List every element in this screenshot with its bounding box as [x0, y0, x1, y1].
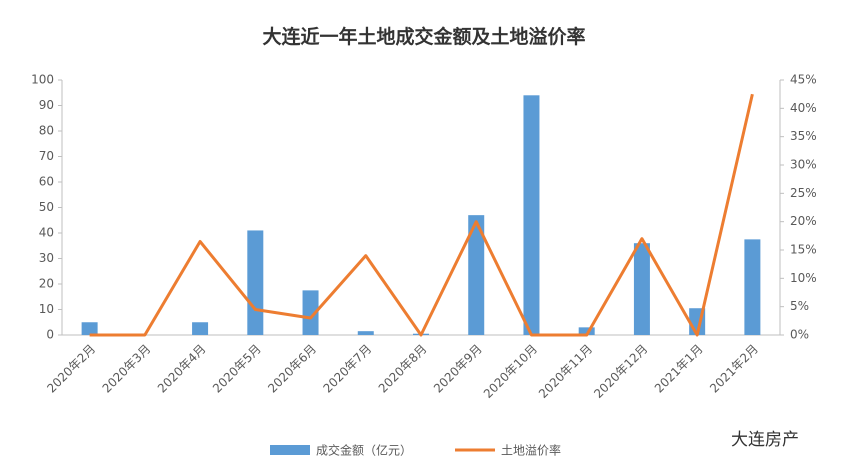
y-tick-label: 0 — [46, 328, 54, 342]
x-tick-label: 2020年8月 — [376, 342, 430, 396]
y2-tick-label: 10% — [790, 271, 817, 285]
bar — [192, 322, 209, 335]
bar — [468, 215, 485, 335]
y-tick-label: 20 — [39, 277, 54, 291]
y2-tick-label: 35% — [790, 129, 817, 143]
chart-title: 大连近一年土地成交金额及土地溢价率 — [262, 25, 585, 48]
x-tick-label: 2020年11月 — [536, 342, 595, 401]
y2-tick-label: 0% — [790, 328, 809, 342]
y-tick-label: 10 — [39, 302, 54, 316]
x-tick-label: 2020年6月 — [265, 342, 319, 396]
y2-tick-label: 20% — [790, 214, 817, 228]
x-tick-label: 2020年10月 — [481, 342, 540, 401]
bar — [302, 290, 319, 335]
x-tick-label: 2020年9月 — [431, 342, 485, 396]
x-tick-label: 2020年2月 — [44, 342, 98, 396]
y-tick-label: 70 — [39, 149, 54, 163]
y-tick-label: 60 — [39, 175, 54, 189]
x-tick-label: 2021年1月 — [652, 342, 706, 396]
y2-tick-label: 25% — [790, 186, 817, 200]
x-tick-label: 2020年7月 — [320, 342, 374, 396]
y-tick-label: 30 — [39, 251, 54, 265]
x-tick-label: 2020年4月 — [155, 342, 209, 396]
bar — [81, 322, 98, 335]
y-tick-label: 80 — [39, 124, 54, 138]
y2-tick-label: 30% — [790, 158, 817, 172]
legend-label: 成交金额（亿元） — [316, 443, 412, 458]
bar — [523, 95, 540, 335]
line-series — [89, 93, 754, 337]
x-tick-label: 2020年5月 — [210, 342, 264, 396]
y2-tick-label: 5% — [790, 299, 809, 313]
x-tick-label: 2020年3月 — [100, 342, 154, 396]
watermark: 大连房产 — [731, 430, 799, 450]
y2-tick-label: 15% — [790, 243, 817, 257]
bar — [247, 230, 264, 335]
bar — [357, 331, 374, 335]
bar — [633, 243, 650, 335]
legend-swatch — [270, 445, 310, 455]
y-tick-label: 40 — [39, 226, 54, 240]
y2-tick-label: 45% — [790, 73, 817, 87]
bar — [578, 327, 595, 335]
y2-tick-label: 40% — [790, 101, 817, 115]
y-tick-label: 50 — [39, 200, 54, 214]
y-tick-label: 90 — [39, 98, 54, 112]
legend-label: 土地溢价率 — [501, 443, 561, 458]
x-tick-label: 2021年2月 — [707, 342, 761, 396]
x-tick-label: 2020年12月 — [591, 342, 650, 401]
bar — [744, 239, 761, 335]
y-tick-label: 100 — [31, 73, 54, 87]
